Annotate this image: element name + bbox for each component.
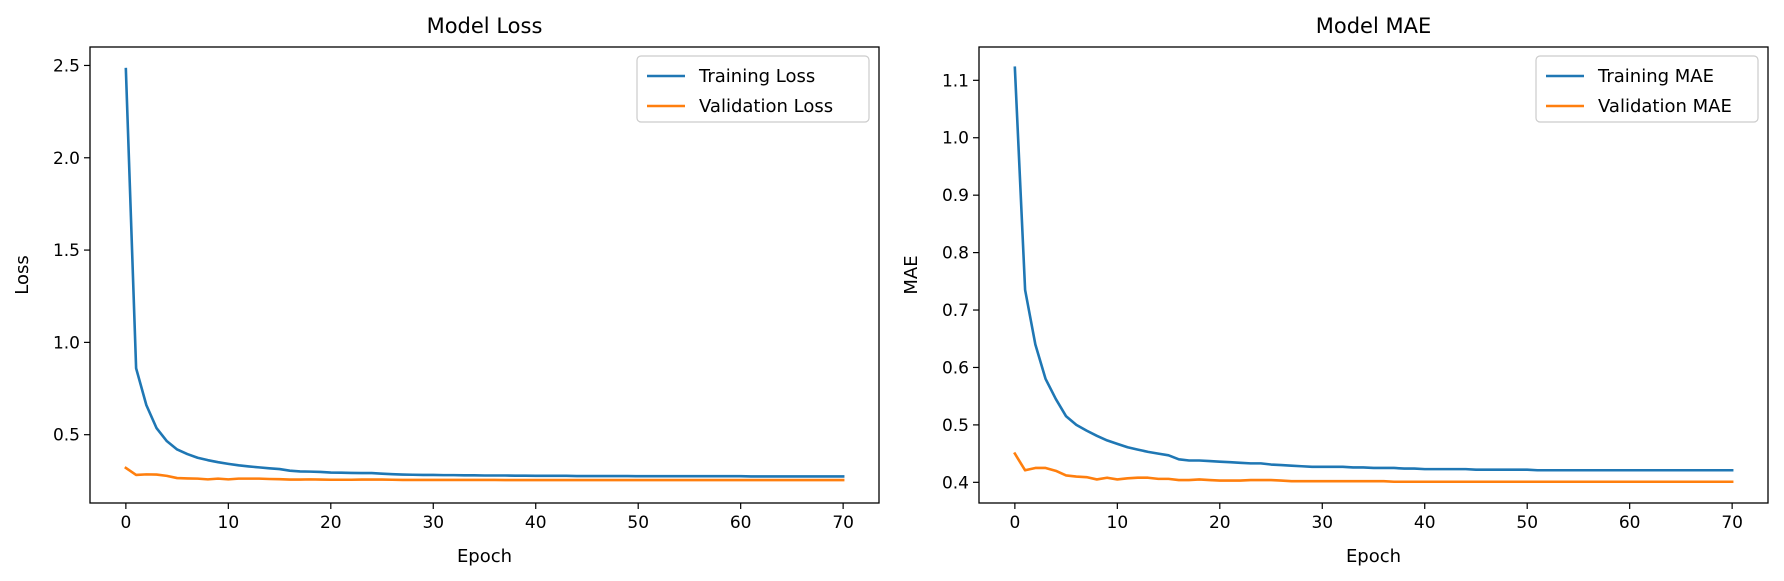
x-tick-label: 70 (832, 513, 854, 533)
plot-frame (978, 46, 1769, 504)
legend-box (1535, 55, 1759, 123)
legend: Training MAE Validation MAE (1535, 55, 1759, 123)
x-tick-label: 0 (120, 513, 131, 533)
legend: Training Loss Validation Loss (636, 55, 870, 123)
x-tick-label: 50 (627, 513, 649, 533)
y-axis-label: Loss (12, 255, 33, 294)
loss-chart: 0 10 20 30 40 50 60 70 0.5 1.0 1.5 2.0 2.5 Model Loss… (12, 14, 880, 567)
x-tick-label: 30 (1311, 513, 1333, 533)
y-tick-label: 1.0 (53, 333, 80, 353)
y-tick-label: 0.5 (942, 416, 969, 436)
legend-label-validation-loss: Validation Loss (699, 96, 833, 117)
x-tick-label: 10 (1107, 513, 1129, 533)
x-tick-label: 0 (1009, 513, 1020, 533)
plot-frame (89, 46, 880, 504)
x-tick-label: 40 (525, 513, 547, 533)
training-mae-line (1013, 66, 1734, 472)
chart-title: Model Loss (427, 14, 543, 38)
validation-mae-line (1013, 451, 1734, 484)
y-tick-label: 0.6 (942, 358, 969, 378)
y-tick-label: 0.7 (942, 301, 969, 321)
x-tick-label: 10 (218, 513, 240, 533)
x-axis-label: Epoch (457, 546, 512, 567)
y-tick-label: 0.4 (942, 473, 969, 493)
y-axis-label: MAE (901, 255, 922, 294)
x-tick-label: 60 (730, 513, 752, 533)
y-tick-label: 1.5 (53, 241, 80, 261)
y-tick-label: 0.5 (53, 426, 80, 446)
y-tick-label: 1.1 (942, 71, 969, 91)
mae-chart: 0 10 20 30 40 50 60 70 0.4 0.5 0.6 0.7 0.8 0.9 1.0 1.1 M… (901, 14, 1769, 567)
legend-label-training-loss: Training Loss (698, 66, 815, 87)
x-tick-label: 60 (1619, 513, 1641, 533)
x-tick-label: 20 (1209, 513, 1231, 533)
training-loss-line (124, 67, 845, 478)
validation-loss-line (124, 466, 845, 482)
y-tick-label: 1.0 (942, 129, 969, 149)
y-tick-label: 0.9 (942, 186, 969, 206)
x-tick-label: 70 (1721, 513, 1743, 533)
legend-label-training-mae: Training MAE (1597, 66, 1714, 87)
x-tick-label: 40 (1414, 513, 1436, 533)
legend-box (636, 55, 870, 123)
y-tick-label: 2.0 (53, 149, 80, 169)
chart-title: Model MAE (1316, 14, 1431, 38)
x-tick-label: 30 (422, 513, 444, 533)
y-tick-label: 0.8 (942, 244, 969, 264)
x-tick-label: 20 (320, 513, 342, 533)
x-tick-label: 50 (1516, 513, 1538, 533)
x-axis-label: Epoch (1346, 546, 1401, 567)
legend-label-validation-mae: Validation MAE (1598, 96, 1732, 117)
y-tick-label: 2.5 (53, 56, 80, 76)
